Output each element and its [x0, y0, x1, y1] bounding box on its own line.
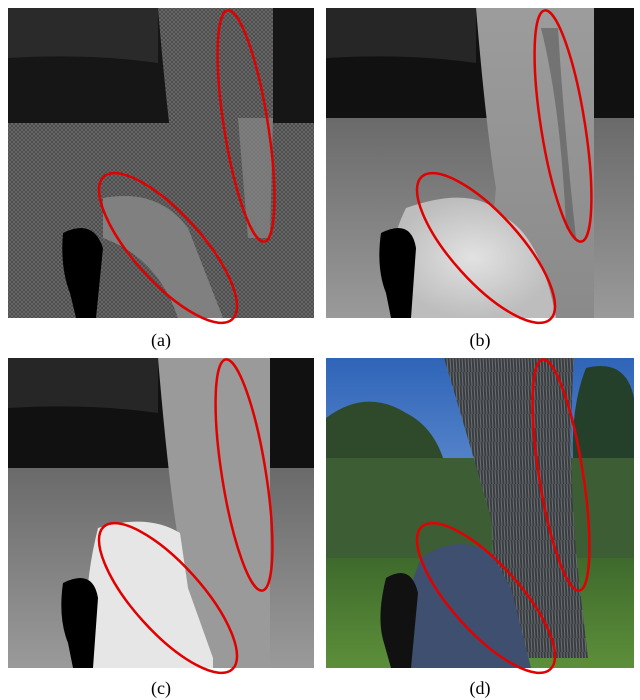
- page: (a) (b) (c) (d) (() => { const data = JS…: [0, 0, 640, 700]
- figure: (a) (b) (c) (d): [0, 0, 640, 700]
- caption: (d): [470, 678, 491, 699]
- caption: (b): [470, 330, 491, 351]
- panel-a: [8, 8, 314, 318]
- caption: (a): [151, 330, 171, 351]
- caption: (c): [151, 678, 171, 699]
- panel-b: [326, 8, 634, 318]
- panel-c: [8, 358, 314, 668]
